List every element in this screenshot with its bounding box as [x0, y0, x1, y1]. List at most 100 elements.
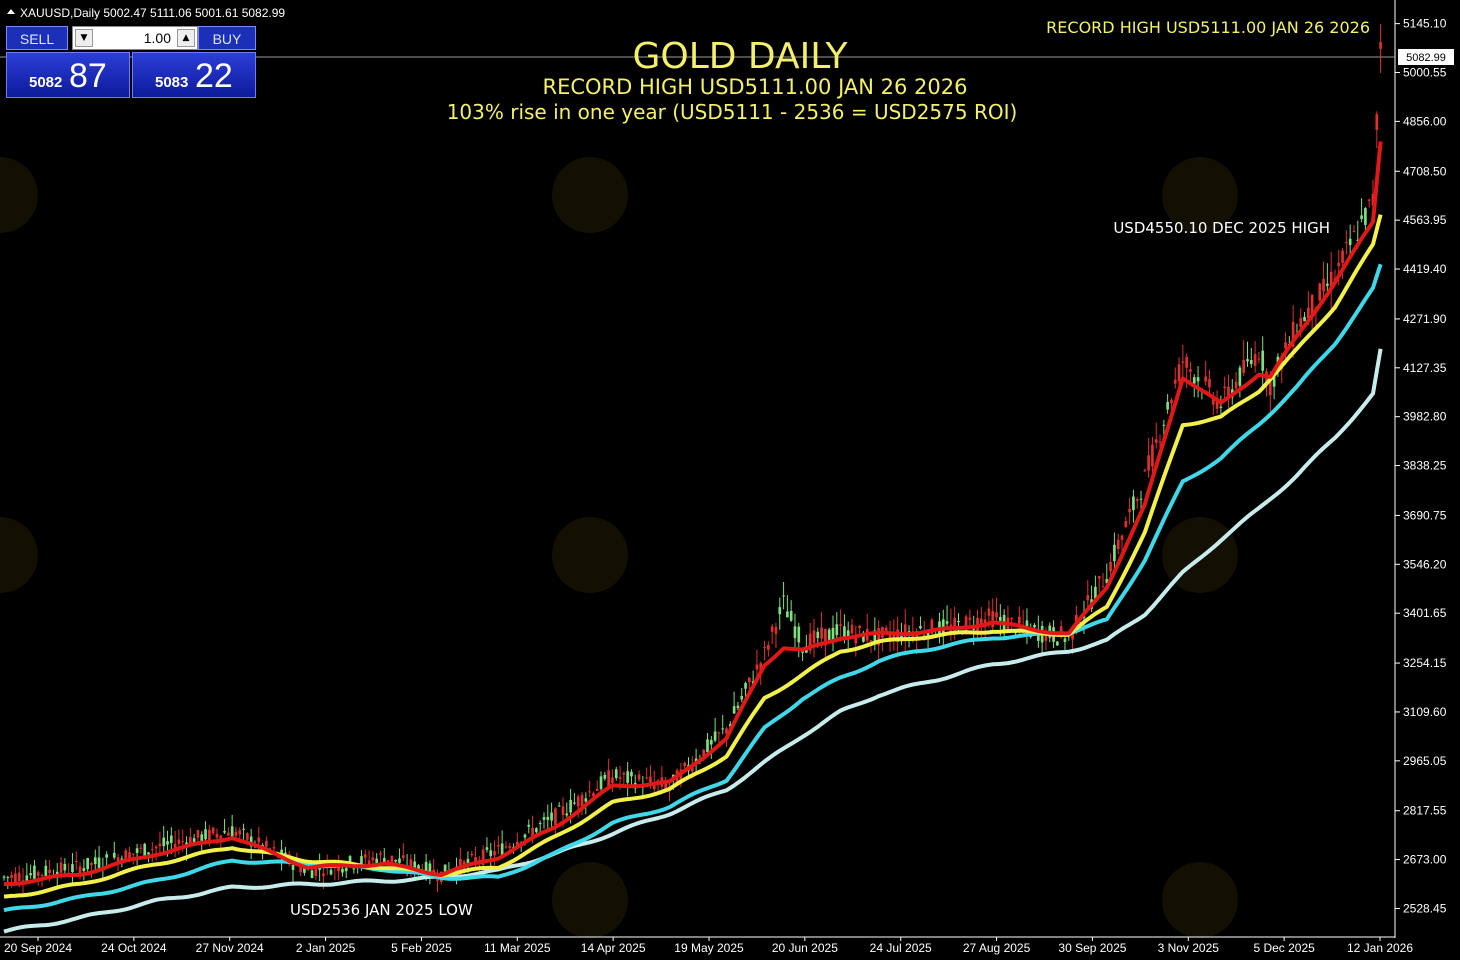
candle-bear: [1215, 397, 1219, 409]
candle-bear: [839, 624, 842, 626]
y-tick-label: 4708.50: [1403, 164, 1447, 178]
candle-bear: [888, 635, 892, 641]
candle-bull: [1246, 359, 1249, 362]
candle-bull: [1326, 283, 1329, 286]
sell-price-box[interactable]: 5082 87: [6, 52, 130, 98]
candle-bear: [150, 849, 154, 851]
candle-bull: [797, 626, 801, 643]
candle-bear: [679, 769, 683, 784]
buy-button[interactable]: BUY: [198, 26, 256, 50]
y-tick-label: 2965.05: [1403, 754, 1447, 768]
candle-bull: [341, 868, 344, 873]
candle-bear: [592, 793, 595, 797]
candle-bull: [375, 858, 378, 865]
candle-bull: [945, 621, 949, 624]
candle-bear: [379, 853, 382, 855]
y-tick-label: 4563.95: [1403, 213, 1447, 227]
candle-bear: [877, 628, 880, 646]
candle-bear: [299, 867, 302, 873]
candle-bear: [1242, 360, 1246, 373]
candle-bull: [732, 706, 736, 714]
candle-bear: [964, 616, 968, 632]
y-tick-label: 2673.00: [1403, 853, 1447, 867]
candle-bull: [200, 834, 204, 843]
candle-bear: [48, 869, 51, 874]
candle-bear: [10, 875, 13, 878]
candle-bull: [230, 826, 234, 837]
candle-bear: [763, 646, 766, 648]
candle-bear: [386, 860, 390, 862]
sell-button[interactable]: SELL: [6, 26, 68, 50]
candle-bear: [1299, 317, 1303, 328]
candle-bull: [25, 875, 29, 881]
one-click-trading-panel: SELL ▼ 1.00 ▲ BUY 5082 87 5083 22: [6, 26, 256, 98]
candle-bull: [1033, 624, 1036, 628]
candle-bull: [249, 836, 253, 847]
candle-bear: [1151, 444, 1154, 467]
candle-bear: [1280, 355, 1284, 370]
candle-bull: [573, 802, 576, 804]
candle-bull: [6, 876, 10, 878]
candle-bear: [246, 833, 249, 840]
lot-decrease-icon[interactable]: ▼: [75, 29, 93, 47]
candle-bull: [1356, 239, 1360, 241]
candle-bear: [748, 677, 751, 683]
candle-bear: [208, 829, 211, 841]
lot-size-value[interactable]: 1.00: [143, 30, 171, 46]
x-tick-label: 30 Sep 2025: [1058, 941, 1126, 955]
y-tick-label: 4271.90: [1403, 312, 1447, 326]
candle-bear: [576, 796, 580, 807]
collapse-triangle-icon[interactable]: [7, 9, 15, 14]
candle-bear: [458, 858, 462, 870]
buy-price-box[interactable]: 5083 22: [132, 52, 256, 98]
candle-bear: [36, 872, 40, 876]
moving-average-line: [3, 141, 1383, 887]
lot-increase-icon[interactable]: ▲: [177, 29, 195, 47]
candle-bull: [626, 771, 629, 783]
candle-bull: [413, 861, 417, 872]
y-tick-label: 3690.75: [1403, 508, 1447, 522]
candle-bear: [622, 772, 626, 775]
candle-bear: [637, 774, 641, 780]
candle-bull: [778, 607, 782, 615]
candle-bear: [314, 867, 318, 876]
candle-bull: [352, 868, 356, 870]
moving-average-line: [3, 214, 1383, 899]
candle-bear: [1128, 508, 1131, 513]
candle-bear: [436, 878, 439, 881]
candle-bear: [497, 844, 500, 847]
candle-bear: [664, 783, 668, 790]
y-tick-label: 4127.35: [1403, 361, 1447, 375]
candle-bear: [979, 618, 983, 627]
lot-size-input[interactable]: ▼ 1.00 ▲: [72, 26, 198, 50]
moving-averages: [3, 141, 1383, 934]
candle-bear: [238, 830, 242, 835]
annotation-jan-low: USD2536 JAN 2025 LOW: [290, 901, 473, 919]
candle-bear: [767, 645, 770, 650]
candle-bull: [535, 828, 538, 833]
x-tick-label: 27 Nov 2024: [196, 941, 264, 955]
candle-bear: [173, 843, 177, 850]
candle-bear: [854, 635, 858, 644]
candle-bull: [86, 857, 89, 870]
candle-bear: [812, 630, 816, 643]
candle-bull: [2, 876, 6, 878]
candle-bear: [1337, 262, 1341, 267]
candle-bull: [394, 859, 398, 862]
candle-bull: [1056, 641, 1059, 646]
candle-bull: [630, 771, 633, 777]
current-price-tag: [1398, 49, 1454, 65]
moving-average-line: [3, 348, 1383, 934]
x-tick-label: 19 May 2025: [674, 941, 744, 955]
candle-bull: [485, 847, 489, 850]
candle-bear: [1352, 230, 1356, 233]
candle-bull: [500, 843, 504, 856]
candle-bear: [371, 857, 375, 861]
candle-bear: [504, 846, 508, 848]
candle-bear: [922, 634, 926, 637]
candle-bull: [242, 828, 245, 830]
candle-bull: [786, 611, 789, 618]
candle-bull: [71, 864, 74, 873]
candle-bull: [713, 731, 717, 741]
